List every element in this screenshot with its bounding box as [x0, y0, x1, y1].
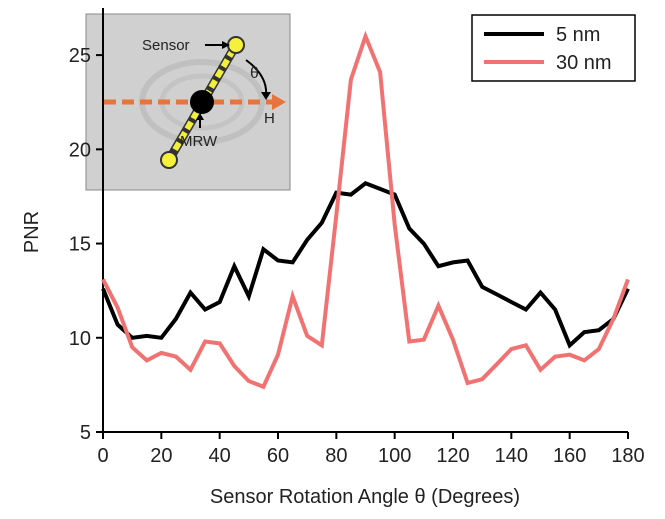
inset-label: MRW: [180, 133, 218, 150]
x-tick-label: 180: [611, 445, 644, 467]
y-axis-title: PNR: [21, 211, 43, 253]
x-tick-label: 40: [209, 445, 231, 467]
sensor-dot: [160, 151, 178, 169]
series-line: [101, 181, 630, 349]
x-tick-label: 160: [553, 445, 586, 467]
x-tick-label: 80: [325, 445, 347, 467]
y-tick-label: 10: [69, 328, 91, 350]
theta-arc-head: [261, 92, 271, 100]
sensor-dot: [227, 36, 245, 54]
y-tick-label: 20: [69, 139, 91, 161]
field-arrow-head: [272, 94, 286, 110]
x-tick-label: 20: [150, 445, 172, 467]
legend: 5 nm 30 nm: [471, 14, 636, 82]
inset-label: H: [264, 110, 275, 127]
inset-label: θ: [250, 65, 259, 82]
mrw-pointer-head: [196, 113, 204, 120]
mrw-dot: [190, 90, 214, 114]
legend-label: 5 nm: [556, 24, 600, 46]
x-tick-label: 100: [378, 445, 411, 467]
y-tick-label: 25: [69, 45, 91, 67]
x-tick-label: 120: [436, 445, 469, 467]
sensor-pointer-head: [222, 41, 230, 49]
y-tick-label: 5: [80, 422, 91, 444]
y-tick-label: 15: [69, 234, 91, 256]
legend-label: 30 nm: [556, 52, 612, 74]
axes: 5 10 15 20 25 0 20 40 60 80 100 120 140 160 180: [69, 8, 645, 467]
legend-frame: [471, 14, 636, 82]
inset: Sensor θ H MRW: [85, 13, 291, 191]
series-line: [101, 30, 630, 390]
x-tick-label: 0: [97, 445, 108, 467]
inset-label: Sensor: [142, 37, 190, 54]
x-tick-label: 140: [495, 445, 528, 467]
x-tick-label: 60: [267, 445, 289, 467]
x-axis-title: Sensor Rotation Angle θ (Degrees): [210, 486, 520, 508]
